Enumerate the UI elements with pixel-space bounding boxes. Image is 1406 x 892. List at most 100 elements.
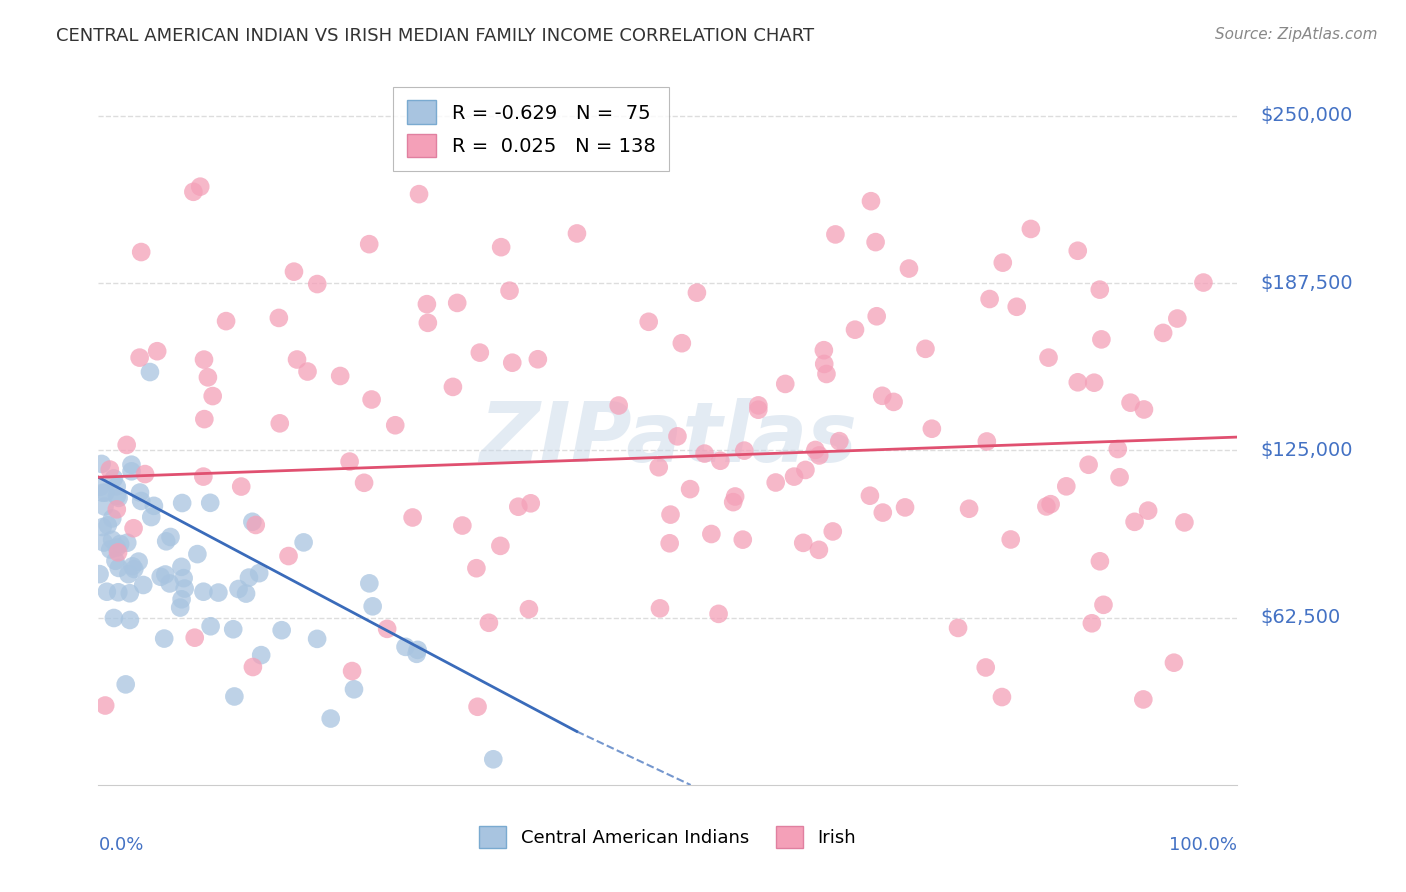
Point xyxy=(416,316,439,330)
Point xyxy=(794,463,817,477)
Text: $125,000: $125,000 xyxy=(1260,441,1353,460)
Point xyxy=(183,631,205,645)
Point xyxy=(686,285,709,300)
Point xyxy=(292,535,315,549)
Point xyxy=(813,343,835,358)
Point xyxy=(245,518,267,533)
Point xyxy=(235,586,257,600)
Point xyxy=(441,380,464,394)
Point xyxy=(250,648,273,662)
Point xyxy=(1137,503,1160,517)
Point xyxy=(159,576,181,591)
Point xyxy=(659,508,682,522)
Point xyxy=(859,489,882,503)
Point xyxy=(637,315,659,329)
Point xyxy=(1119,395,1142,409)
Point xyxy=(1152,326,1174,340)
Point xyxy=(1132,692,1154,706)
Point xyxy=(91,520,114,534)
Point xyxy=(1077,458,1099,472)
Text: $250,000: $250,000 xyxy=(1260,106,1353,126)
Point xyxy=(105,502,128,516)
Point xyxy=(329,369,352,384)
Point xyxy=(1088,283,1111,297)
Point xyxy=(107,545,129,559)
Point xyxy=(408,187,430,202)
Point xyxy=(340,664,363,678)
Point xyxy=(155,567,177,582)
Point xyxy=(1054,479,1077,493)
Point xyxy=(128,555,150,569)
Point xyxy=(1038,351,1060,365)
Point xyxy=(170,592,193,607)
Point xyxy=(1092,598,1115,612)
Text: 100.0%: 100.0% xyxy=(1170,836,1237,854)
Point xyxy=(1166,311,1188,326)
Point xyxy=(360,392,382,407)
Point xyxy=(343,682,366,697)
Point xyxy=(565,227,588,241)
Point xyxy=(200,496,222,510)
Point xyxy=(747,398,769,412)
Point xyxy=(1108,470,1130,484)
Point xyxy=(231,479,253,493)
Point xyxy=(872,506,894,520)
Point xyxy=(991,690,1014,704)
Point xyxy=(193,352,215,367)
Point xyxy=(242,515,264,529)
Point xyxy=(451,518,474,533)
Point xyxy=(1067,376,1090,390)
Point xyxy=(1173,516,1195,530)
Point xyxy=(242,660,264,674)
Point xyxy=(193,584,215,599)
Point xyxy=(159,530,181,544)
Point xyxy=(671,336,693,351)
Point xyxy=(193,469,215,483)
Point xyxy=(974,660,997,674)
Point xyxy=(319,712,342,726)
Point xyxy=(247,566,270,581)
Point xyxy=(107,561,129,575)
Point xyxy=(405,647,427,661)
Point xyxy=(285,352,308,367)
Text: ZIPatlas: ZIPatlas xyxy=(479,398,856,479)
Point xyxy=(747,402,769,417)
Point xyxy=(134,467,156,481)
Point xyxy=(200,619,222,633)
Point xyxy=(93,500,115,514)
Point xyxy=(792,536,814,550)
Point xyxy=(914,342,936,356)
Point xyxy=(339,454,361,468)
Point xyxy=(172,496,194,510)
Point xyxy=(117,535,139,549)
Point xyxy=(482,752,505,766)
Legend: Central American Indians, Irish: Central American Indians, Irish xyxy=(472,819,863,855)
Point xyxy=(93,535,115,549)
Point xyxy=(139,365,162,379)
Point xyxy=(489,539,512,553)
Point xyxy=(821,524,844,539)
Point xyxy=(146,344,169,359)
Point xyxy=(508,500,530,514)
Point xyxy=(90,457,112,471)
Point xyxy=(824,227,846,242)
Point xyxy=(169,600,191,615)
Point xyxy=(815,367,838,381)
Point xyxy=(394,640,416,654)
Text: $62,500: $62,500 xyxy=(1260,608,1340,627)
Point xyxy=(128,351,150,365)
Point xyxy=(98,542,121,557)
Point xyxy=(96,584,118,599)
Point xyxy=(183,185,205,199)
Point xyxy=(270,624,292,638)
Point xyxy=(1123,515,1146,529)
Point xyxy=(283,265,305,279)
Point xyxy=(224,690,246,704)
Point xyxy=(658,536,681,550)
Point xyxy=(297,365,319,379)
Point xyxy=(186,547,208,561)
Point xyxy=(894,500,917,515)
Point xyxy=(804,442,827,457)
Point xyxy=(188,179,211,194)
Point xyxy=(238,571,260,585)
